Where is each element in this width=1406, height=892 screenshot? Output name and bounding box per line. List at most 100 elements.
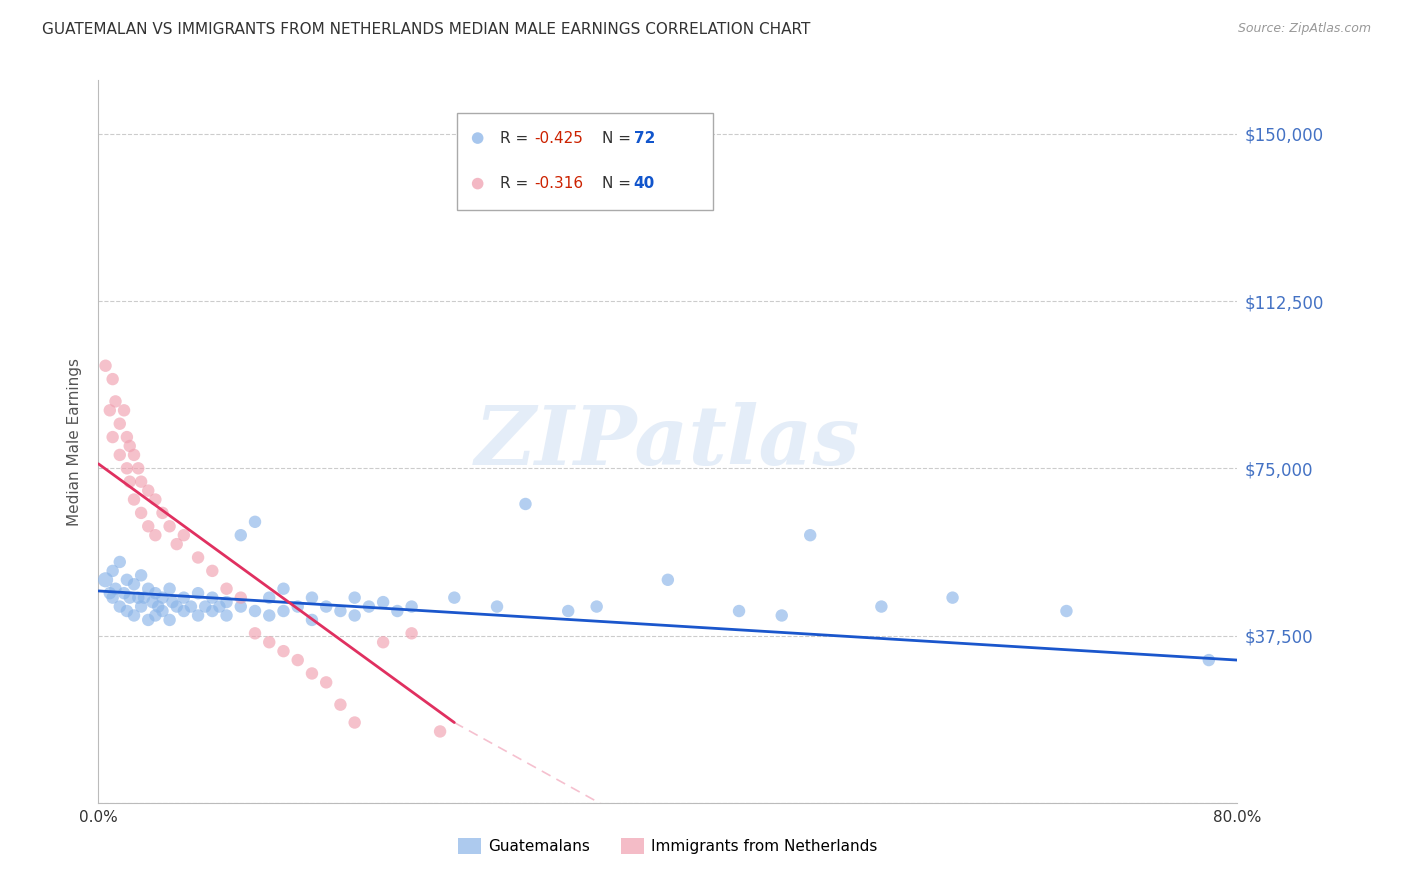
Point [657, 573, 679, 587]
Point [259, 608, 281, 623]
Text: Source: ZipAtlas.com: Source: ZipAtlas.com [1237, 22, 1371, 36]
Point [229, 528, 252, 542]
Text: R =: R = [501, 176, 533, 191]
Point [315, 599, 337, 614]
Point [329, 698, 352, 712]
Point [145, 608, 167, 623]
Point [173, 591, 195, 605]
Point [136, 613, 159, 627]
Point [108, 599, 131, 614]
Point [166, 599, 188, 614]
Point [104, 394, 127, 409]
Point [166, 537, 188, 551]
Point [942, 591, 965, 605]
Point [101, 372, 124, 386]
Point [243, 626, 266, 640]
Point [187, 586, 209, 600]
Point [243, 515, 266, 529]
Text: N =: N = [602, 130, 636, 145]
Point [104, 582, 127, 596]
Point [136, 483, 159, 498]
Point [515, 497, 537, 511]
Point [728, 604, 751, 618]
Point [98, 586, 121, 600]
Point [101, 564, 124, 578]
Point [799, 528, 821, 542]
Point [187, 608, 209, 623]
Text: 72: 72 [634, 130, 655, 145]
Point [101, 430, 124, 444]
Point [201, 564, 224, 578]
Text: N =: N = [602, 176, 636, 191]
Point [129, 599, 152, 614]
Point [108, 555, 131, 569]
Point [98, 403, 121, 417]
Point [1198, 653, 1220, 667]
Point [141, 595, 163, 609]
Point [122, 448, 145, 462]
Point [145, 528, 167, 542]
Text: R =: R = [501, 130, 533, 145]
Point [273, 604, 295, 618]
Point [145, 492, 167, 507]
Point [273, 644, 295, 658]
Point [357, 599, 380, 614]
Point [343, 715, 366, 730]
Point [259, 635, 281, 649]
Point [301, 613, 323, 627]
Point [173, 528, 195, 542]
Point [401, 626, 423, 640]
Point [94, 573, 117, 587]
Point [343, 591, 366, 605]
Point [115, 573, 138, 587]
Point [429, 724, 451, 739]
Point [101, 591, 124, 605]
Point [180, 599, 202, 614]
Point [122, 608, 145, 623]
Point [557, 604, 579, 618]
Point [127, 461, 149, 475]
Point [162, 595, 184, 609]
Point [315, 675, 337, 690]
Point [115, 430, 138, 444]
Point [148, 599, 170, 614]
Point [173, 604, 195, 618]
Point [561, 796, 583, 810]
Point [208, 599, 231, 614]
Point [136, 582, 159, 596]
Text: 40: 40 [634, 176, 655, 191]
Point [132, 591, 155, 605]
Point [259, 591, 281, 605]
Point [129, 475, 152, 489]
Y-axis label: Median Male Earnings: Median Male Earnings [67, 358, 83, 525]
Point [1056, 604, 1078, 618]
Point [145, 586, 167, 600]
Point [122, 492, 145, 507]
Point [770, 608, 793, 623]
Point [373, 595, 395, 609]
Point [115, 604, 138, 618]
Point [159, 582, 181, 596]
Point [94, 359, 117, 373]
Point [287, 599, 309, 614]
Point [152, 591, 174, 605]
Text: GUATEMALAN VS IMMIGRANTS FROM NETHERLANDS MEDIAN MALE EARNINGS CORRELATION CHART: GUATEMALAN VS IMMIGRANTS FROM NETHERLAND… [42, 22, 810, 37]
Point [118, 591, 141, 605]
Point [129, 506, 152, 520]
Legend: Guatemalans, Immigrants from Netherlands: Guatemalans, Immigrants from Netherlands [451, 832, 884, 860]
Point [108, 417, 131, 431]
Point [443, 591, 465, 605]
Point [401, 599, 423, 614]
Point [201, 591, 224, 605]
Point [115, 461, 138, 475]
Point [343, 608, 366, 623]
Point [112, 403, 135, 417]
FancyBboxPatch shape [457, 112, 713, 211]
Point [301, 591, 323, 605]
Point [373, 635, 395, 649]
Point [187, 550, 209, 565]
Point [486, 599, 509, 614]
Point [112, 586, 135, 600]
Text: -0.425: -0.425 [534, 130, 583, 145]
Point [159, 613, 181, 627]
